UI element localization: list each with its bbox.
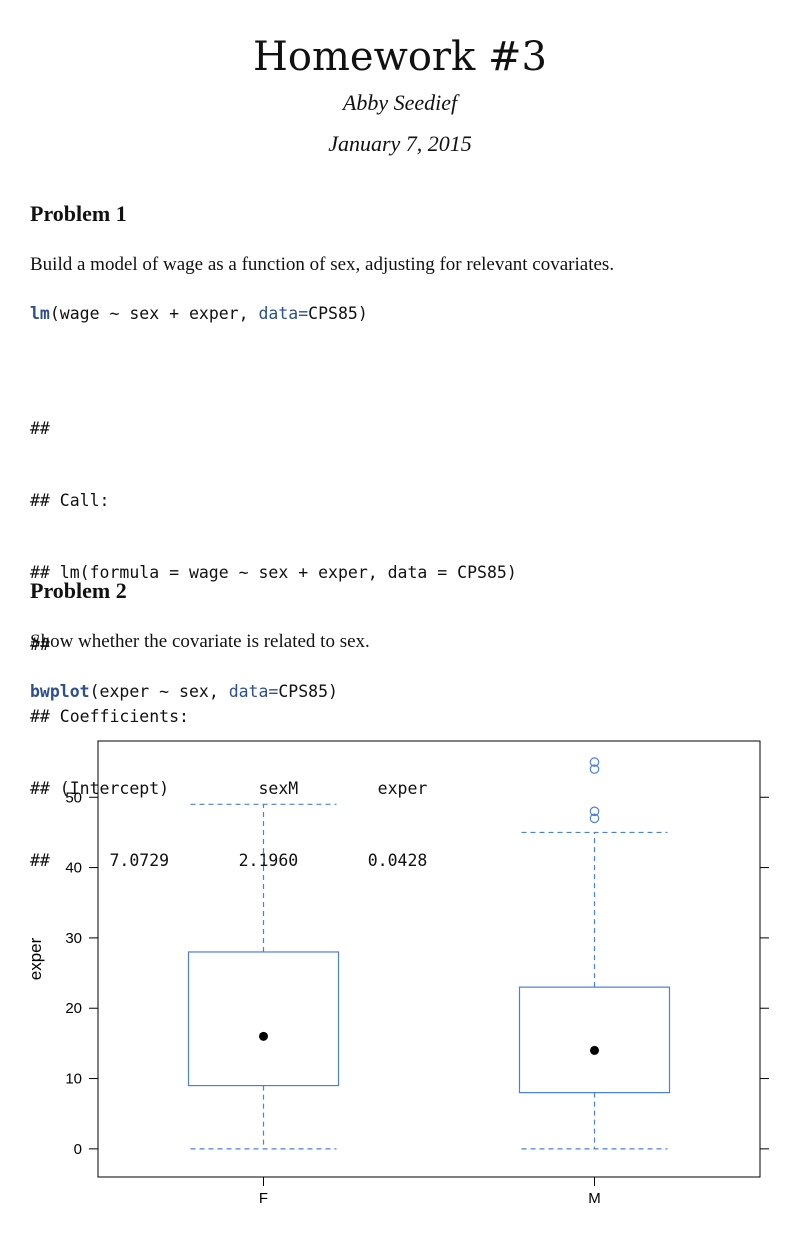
x-tick-label: M [588, 1190, 601, 1207]
code-named-arg: data= [258, 304, 309, 323]
x-tick-label: F [259, 1190, 268, 1207]
y-tick-label: 50 [65, 789, 82, 806]
outlier-point [589, 764, 600, 774]
code-args-end: CPS85) [278, 682, 338, 701]
problem-2-text: Show whether the covariate is related to… [30, 631, 370, 652]
problem-1-text: Build a model of wage as a function of s… [30, 254, 615, 275]
code-args: (exper ~ sex, [89, 682, 229, 701]
author: Abby Seedief [342, 90, 458, 115]
output-line: ## (Intercept) sexM exper [30, 779, 428, 798]
box-F [187, 951, 340, 1087]
y-tick-label: 0 [74, 1141, 82, 1158]
problem-2-heading: Problem 2 [30, 578, 127, 603]
median-dot [590, 1045, 599, 1055]
outlier-point [589, 757, 600, 767]
problem-1-output: ## ## Call: ## lm(formula = wage ~ sex +… [30, 369, 517, 897]
document-title: Homework #3 [253, 34, 547, 80]
problem-1-heading: Problem 1 [30, 201, 127, 226]
y-axis-label: exper [26, 937, 45, 980]
y-tick-label: 20 [65, 1000, 82, 1017]
code-function: bwplot [30, 682, 90, 701]
code-named-arg: data= [228, 682, 279, 701]
median-dot [259, 1031, 268, 1041]
problem-2-code: bwplot(exper ~ sex, data=CPS85) [30, 680, 338, 704]
y-tick-label: 10 [65, 1071, 82, 1088]
box-M [518, 986, 671, 1094]
y-tick-label: 30 [65, 930, 82, 947]
problem-1-code: lm(wage ~ sex + exper, data=CPS85) [30, 302, 368, 326]
code-args: (wage ~ sex + exper, [49, 304, 259, 323]
output-line: ## Coefficients: [30, 707, 189, 726]
plot-frame [97, 740, 761, 1178]
code-function: lm [30, 304, 50, 323]
output-line: ## [30, 635, 50, 654]
code-args-end: CPS85) [308, 304, 368, 323]
box-plot: 0 10 20 30 40 50 exper F M [26, 740, 769, 1207]
date: January 7, 2015 [328, 131, 472, 156]
output-line: ## 7.0729 2.1960 0.0428 [30, 851, 428, 870]
outlier-point [589, 806, 600, 817]
outlier-point [589, 813, 600, 824]
output-line: ## lm(formula = wage ~ sex + exper, data… [30, 563, 517, 582]
output-line: ## [30, 419, 50, 438]
y-tick-label: 40 [65, 860, 82, 877]
output-line: ## Call: [30, 491, 110, 510]
